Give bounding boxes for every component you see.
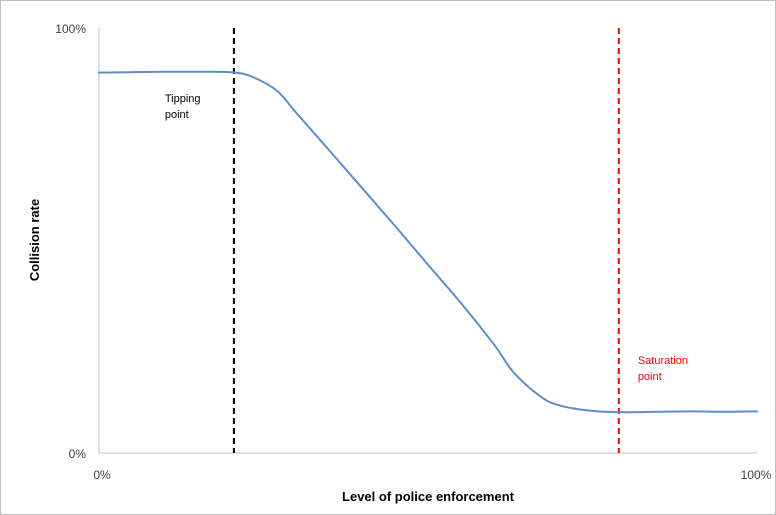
collision-rate-line bbox=[98, 70, 758, 414]
tipping-point-label-line2: point bbox=[165, 109, 189, 121]
x-tick-label-left: 0% bbox=[93, 468, 111, 482]
saturation-point-label-line2: point bbox=[638, 371, 662, 383]
x-axis-title: Level of police enforcement bbox=[342, 489, 515, 504]
tipping-point-label-line1: Tipping bbox=[165, 93, 201, 105]
x-tick-label-right: 100% bbox=[741, 468, 772, 482]
y-tick-label-top: 100% bbox=[55, 22, 86, 36]
y-axis-title: Collision rate bbox=[27, 199, 42, 281]
saturation-point-label-line1: Saturation bbox=[638, 355, 688, 367]
y-tick-label-bottom: 0% bbox=[69, 447, 87, 461]
